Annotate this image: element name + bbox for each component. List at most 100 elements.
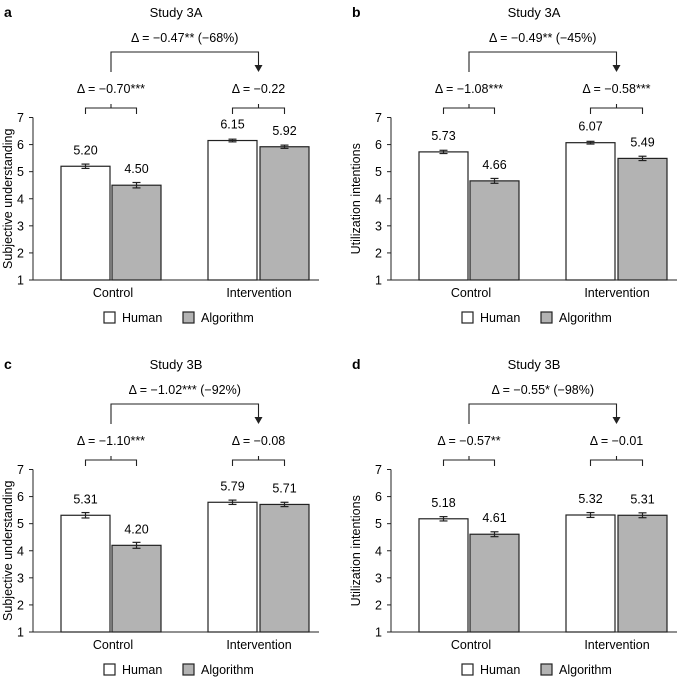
bar-value-label: 5.79 bbox=[220, 479, 244, 493]
bar-human-intervention bbox=[565, 142, 616, 281]
y-tick-label: 2 bbox=[17, 598, 24, 612]
y-tick-label: 3 bbox=[375, 571, 382, 585]
y-tick-label: 6 bbox=[375, 138, 382, 152]
bar-value-label: 4.50 bbox=[124, 162, 148, 176]
bar-human-control bbox=[418, 518, 469, 633]
y-tick-label: 7 bbox=[375, 463, 382, 477]
chart-panel-d: d Study 3B Utilization intentions 1 2 3 4 5 6 7 5.… bbox=[349, 356, 677, 677]
bar-algorithm-control bbox=[469, 533, 520, 633]
bar-value-label: 6.07 bbox=[578, 120, 602, 134]
legend-label: Algorithm bbox=[559, 311, 612, 325]
bar-algorithm-control bbox=[111, 544, 162, 633]
bar-human-intervention bbox=[207, 501, 258, 633]
y-tick-label: 4 bbox=[17, 192, 24, 206]
arrow-head bbox=[254, 417, 263, 424]
y-axis-label: Utilization intentions bbox=[349, 143, 363, 254]
chart-title: Study 3B bbox=[508, 357, 561, 372]
legend-swatch-algorithm bbox=[182, 663, 195, 676]
y-tick-label: 6 bbox=[17, 138, 24, 152]
interaction-annotation: Δ = −0.49** (−45%) bbox=[489, 31, 596, 45]
comparison-bracket bbox=[589, 456, 644, 466]
y-tick-label: 2 bbox=[375, 598, 382, 612]
y-tick-label: 1 bbox=[17, 274, 24, 288]
y-tick-label: 7 bbox=[375, 111, 382, 125]
bar-human-control bbox=[418, 151, 469, 281]
y-tick-label: 4 bbox=[17, 544, 24, 558]
bar-algorithm-intervention bbox=[617, 157, 668, 281]
bar-value-label: 4.61 bbox=[482, 511, 506, 525]
comparison-bracket bbox=[84, 104, 138, 114]
bar-algorithm-intervention bbox=[259, 146, 310, 281]
x-tick-label: Control bbox=[451, 286, 491, 300]
legend-label: Algorithm bbox=[201, 311, 254, 325]
legend-swatch-human bbox=[103, 663, 116, 676]
bar-value-label: 5.49 bbox=[630, 135, 654, 149]
interaction-bracket bbox=[468, 403, 618, 424]
legend-swatch-human bbox=[461, 663, 474, 676]
y-tick-label: 3 bbox=[17, 219, 24, 233]
bar-value-label: 4.66 bbox=[482, 158, 506, 172]
comparison-bracket bbox=[589, 104, 644, 114]
y-tick-label: 2 bbox=[17, 246, 24, 260]
comparison-bracket bbox=[442, 456, 496, 466]
panel-label: c bbox=[4, 356, 12, 372]
legend-label: Human bbox=[480, 663, 520, 677]
bar-value-label: 5.71 bbox=[272, 481, 296, 495]
y-tick-label: 2 bbox=[375, 246, 382, 260]
chart-title: Study 3A bbox=[508, 5, 561, 20]
y-axis-label: Subjective understanding bbox=[1, 129, 15, 269]
group-annotation: Δ = −1.08*** bbox=[435, 82, 503, 96]
bar-value-label: 5.92 bbox=[272, 124, 296, 138]
group-annotation: Δ = −0.58*** bbox=[582, 82, 650, 96]
legend-swatch-algorithm bbox=[540, 663, 553, 676]
bar-value-label: 5.32 bbox=[578, 492, 602, 506]
y-tick-label: 5 bbox=[17, 165, 24, 179]
panel-label: d bbox=[352, 356, 361, 372]
bar-value-label: 5.73 bbox=[431, 129, 455, 143]
bar-human-control bbox=[60, 165, 111, 281]
y-tick-label: 6 bbox=[375, 490, 382, 504]
y-tick-label: 3 bbox=[375, 219, 382, 233]
y-tick-label: 7 bbox=[17, 111, 24, 125]
bar-algorithm-control bbox=[111, 184, 162, 281]
legend-label: Algorithm bbox=[559, 663, 612, 677]
group-annotation: Δ = −0.08 bbox=[232, 434, 286, 448]
y-tick-label: 3 bbox=[17, 571, 24, 585]
group-annotation: Δ = −0.22 bbox=[232, 82, 286, 96]
interaction-bracket bbox=[110, 51, 260, 72]
y-tick-label: 1 bbox=[375, 274, 382, 288]
bar-algorithm-control bbox=[469, 180, 520, 281]
interaction-annotation: Δ = −1.02*** (−92%) bbox=[129, 383, 241, 397]
y-tick-label: 5 bbox=[375, 517, 382, 531]
chart-title: Study 3A bbox=[150, 5, 203, 20]
comparison-bracket bbox=[231, 104, 286, 114]
comparison-bracket bbox=[442, 104, 496, 114]
legend-label: Human bbox=[122, 663, 162, 677]
y-tick-label: 5 bbox=[17, 517, 24, 531]
legend-swatch-human bbox=[103, 311, 116, 324]
bar-value-label: 5.18 bbox=[431, 496, 455, 510]
y-tick-label: 5 bbox=[375, 165, 382, 179]
y-tick-label: 4 bbox=[375, 192, 382, 206]
bar-value-label: 5.31 bbox=[630, 492, 654, 506]
legend-swatch-algorithm bbox=[540, 311, 553, 324]
bar-human-control bbox=[60, 514, 111, 633]
bar-human-intervention bbox=[207, 139, 258, 281]
interaction-bracket bbox=[468, 51, 618, 72]
bar-value-label: 5.31 bbox=[73, 492, 97, 506]
arrow-head bbox=[254, 65, 263, 72]
interaction-annotation: Δ = −0.55* (−98%) bbox=[491, 383, 594, 397]
y-tick-label: 7 bbox=[17, 463, 24, 477]
panel-label: a bbox=[4, 4, 12, 20]
bar-value-label: 4.20 bbox=[124, 522, 148, 536]
legend-label: Human bbox=[480, 311, 520, 325]
x-tick-label: Intervention bbox=[584, 638, 649, 652]
y-tick-label: 1 bbox=[17, 626, 24, 640]
chart-title: Study 3B bbox=[150, 357, 203, 372]
legend-label: Human bbox=[122, 311, 162, 325]
bar-human-intervention bbox=[565, 514, 616, 633]
bar-algorithm-intervention bbox=[259, 503, 310, 633]
